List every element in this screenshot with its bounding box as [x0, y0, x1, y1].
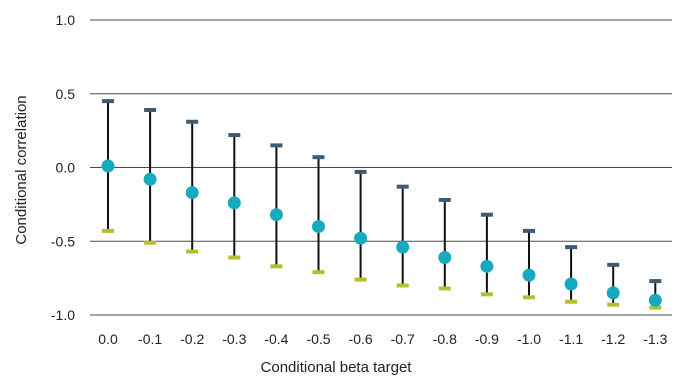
- y-axis-tick-labels: 1.0 0.5 0.0 -0.5 -1.0: [51, 12, 75, 323]
- mean-point: [185, 186, 199, 200]
- y-tick-label: 0.0: [56, 160, 76, 176]
- mean-point: [648, 293, 662, 307]
- y-tick-label: -1.0: [51, 307, 75, 323]
- mean-points: [101, 159, 662, 307]
- mean-point: [269, 208, 283, 222]
- y-axis-title: Conditional correlation: [13, 95, 30, 244]
- x-tick-label: -0.4: [264, 331, 288, 347]
- gridlines: [90, 19, 672, 316]
- mean-point: [354, 231, 368, 245]
- y-tick-label: 1.0: [56, 12, 76, 28]
- x-tick-label: -1.0: [517, 331, 541, 347]
- x-tick-label: -0.6: [349, 331, 373, 347]
- x-tick-label: -0.3: [222, 331, 246, 347]
- mean-point: [480, 259, 494, 273]
- error-bars: [102, 99, 662, 310]
- x-axis-tick-labels: 0.0 -0.1 -0.2 -0.3 -0.4 -0.5 -0.6 -0.7 -0.8 -0.9 -…: [98, 331, 667, 347]
- mean-point: [438, 250, 452, 264]
- x-axis-title: Conditional beta target: [261, 359, 413, 376]
- mean-point: [522, 268, 536, 282]
- x-tick-label: -0.7: [391, 331, 415, 347]
- mean-point: [312, 220, 325, 233]
- x-tick-label: 0.0: [98, 331, 118, 347]
- x-tick-label: -1.1: [559, 331, 583, 347]
- mean-point: [606, 286, 620, 300]
- y-tick-label: -0.5: [51, 233, 75, 249]
- mean-point: [564, 277, 578, 291]
- mean-point: [101, 159, 115, 173]
- mean-point: [227, 196, 241, 210]
- x-tick-label: -1.3: [643, 331, 667, 347]
- x-tick-label: -1.2: [601, 331, 625, 347]
- mean-point: [143, 172, 157, 186]
- mean-point: [396, 240, 410, 254]
- x-tick-label: -0.9: [475, 331, 499, 347]
- x-tick-label: -0.5: [306, 331, 330, 347]
- x-tick-label: -0.1: [138, 331, 162, 347]
- x-tick-label: -0.2: [180, 331, 204, 347]
- y-tick-label: 0.5: [56, 86, 76, 102]
- x-tick-label: -0.8: [433, 331, 457, 347]
